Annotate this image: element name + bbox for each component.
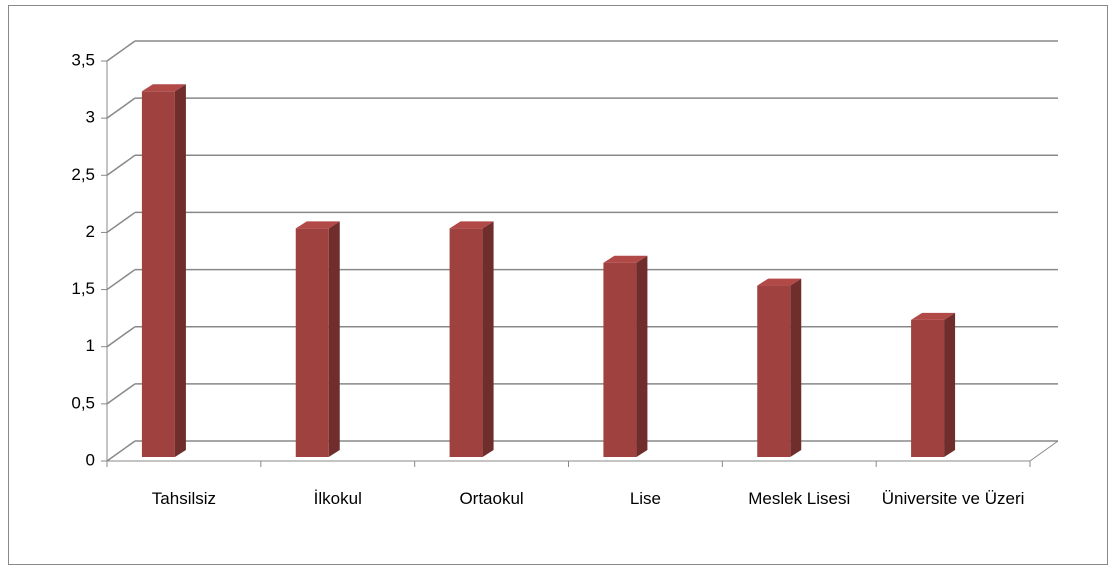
- x-tick-label: Meslek Lisesi: [748, 489, 851, 508]
- x-tick-label: Tahsilsiz: [151, 489, 217, 508]
- y-tick-label: 0,5: [71, 393, 95, 412]
- grid-line-side: [106, 268, 136, 291]
- bar-side: [636, 255, 648, 457]
- bar-side: [482, 221, 494, 457]
- y-tick-label: 0: [86, 450, 95, 469]
- grid-line-side: [106, 154, 136, 176]
- grid-line-side: [106, 40, 136, 62]
- bar-side: [328, 221, 340, 457]
- y-tick-label: 2,5: [71, 165, 95, 184]
- y-tick-label: 1: [86, 336, 95, 355]
- x-tick-label: Lise: [629, 489, 661, 508]
- bar: [449, 228, 483, 457]
- x-tick-label: Ortaokul: [459, 489, 524, 508]
- grid-line-side: [106, 211, 136, 234]
- x-tick-label: İlkokul: [313, 489, 362, 508]
- grid-line-side: [106, 383, 136, 405]
- bar-side: [174, 84, 186, 458]
- floor-edge: [1029, 440, 1059, 462]
- y-tick-label: 3,5: [71, 50, 95, 69]
- grid-line-side: [106, 97, 136, 119]
- bar: [141, 91, 175, 458]
- bar: [757, 285, 791, 457]
- bar-top: [603, 255, 648, 263]
- grid-line-side: [106, 326, 136, 348]
- grid-line-side: [106, 440, 136, 462]
- bar-top: [295, 221, 340, 229]
- y-tick-label: 1,5: [71, 279, 95, 298]
- y-tick-label: 3: [86, 108, 95, 127]
- bar: [603, 262, 637, 457]
- y-tick-label: 2: [86, 222, 95, 241]
- bar-side: [944, 312, 956, 457]
- bar-side: [790, 278, 802, 457]
- bar-top: [911, 312, 956, 320]
- bar-top: [449, 221, 494, 229]
- bar: [295, 228, 329, 457]
- bar: [911, 319, 945, 457]
- bar-top: [141, 84, 186, 92]
- bar-top: [757, 278, 802, 286]
- x-tick-label: Üniversite ve Üzeri: [881, 489, 1025, 508]
